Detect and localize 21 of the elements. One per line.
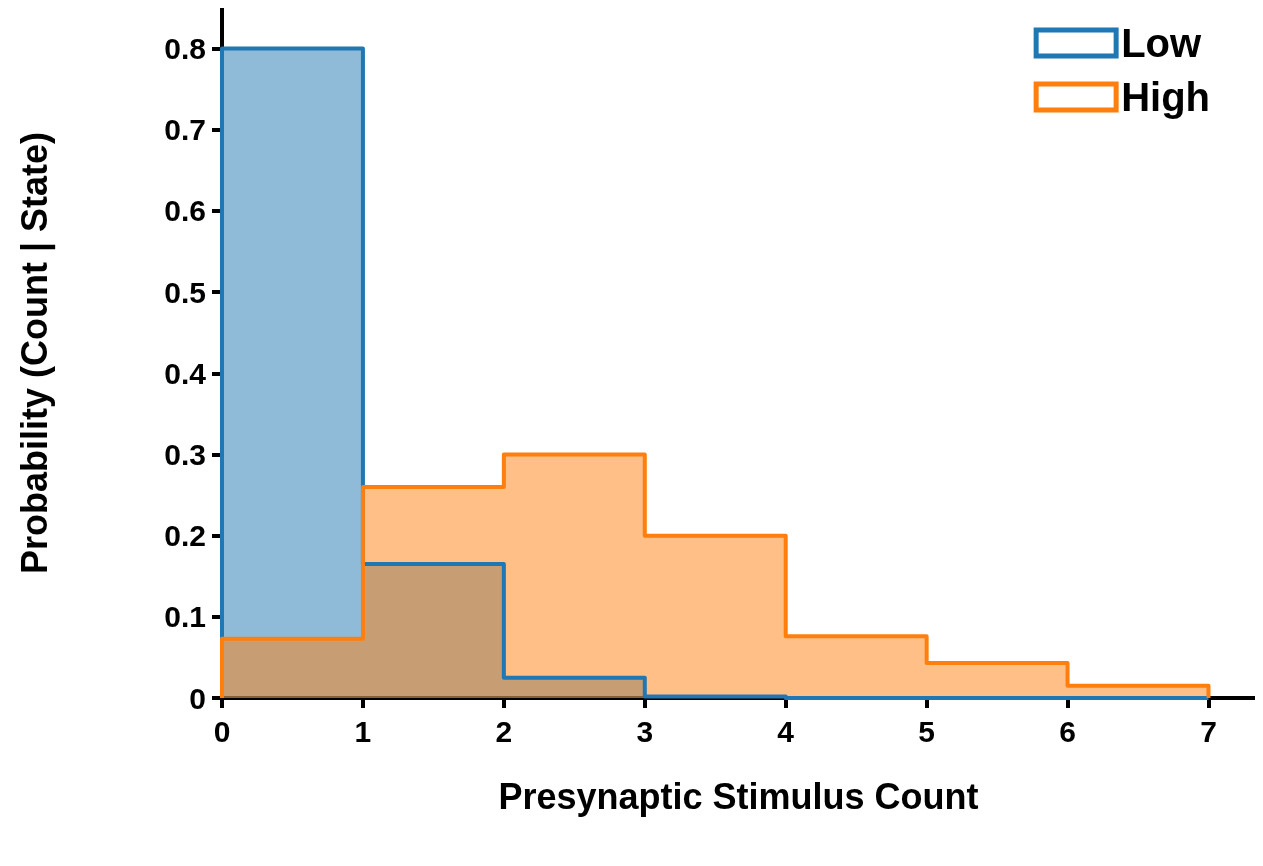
x-tick-label: 6 bbox=[1059, 714, 1076, 748]
y-tick-label: 0.4 bbox=[164, 356, 207, 390]
y-tick-label: 0.1 bbox=[164, 600, 206, 634]
x-tick-label: 5 bbox=[918, 714, 935, 748]
y-tick-label: 0.7 bbox=[164, 113, 206, 147]
y-tick-label: 0.3 bbox=[164, 437, 206, 471]
y-tick-label: 0.8 bbox=[164, 32, 206, 66]
y-tick-label: 0.2 bbox=[164, 519, 206, 553]
y-tick-label: 0.6 bbox=[164, 194, 206, 228]
y-tick-label: 0.5 bbox=[164, 275, 206, 309]
legend-label: Low bbox=[1121, 21, 1202, 65]
x-tick-label: 3 bbox=[636, 714, 654, 748]
y-axis-title: Probability (Count | State) bbox=[13, 131, 56, 575]
y-tick-label: 0 bbox=[189, 681, 206, 715]
x-axis-title: Presynaptic Stimulus Count bbox=[498, 775, 979, 817]
x-tick-label: 1 bbox=[354, 714, 372, 748]
x-tick-label: 0 bbox=[213, 714, 231, 748]
x-tick-label: 2 bbox=[495, 714, 513, 748]
x-tick-label: 4 bbox=[777, 714, 795, 748]
legend-label: High bbox=[1121, 75, 1211, 119]
x-tick-label: 7 bbox=[1200, 714, 1217, 748]
